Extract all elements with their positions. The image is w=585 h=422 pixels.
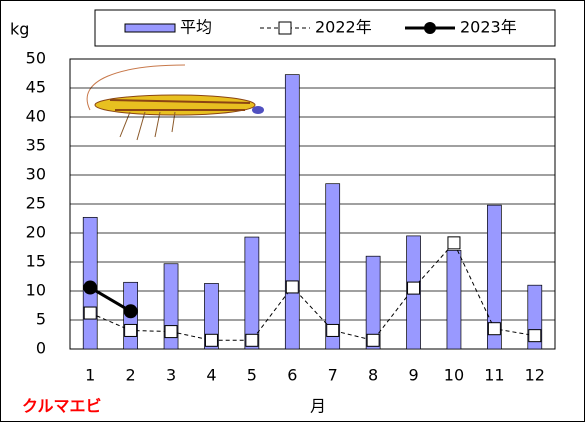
- x-tick-label: 6: [287, 366, 297, 385]
- x-tick-label: 12: [525, 366, 545, 385]
- y-tick-label: 30: [26, 165, 46, 184]
- bar: [325, 183, 341, 350]
- x-tick-label: 8: [368, 366, 378, 385]
- x-tick-label: 1: [85, 366, 95, 385]
- shrimp-illustration: [86, 64, 264, 141]
- y-tick-label: 0: [36, 339, 46, 358]
- marker: [204, 333, 218, 347]
- y-tick-label: 25: [26, 194, 46, 213]
- x-tick-label: 2: [126, 366, 136, 385]
- marker: [285, 280, 299, 294]
- x-tick-label: 3: [166, 366, 176, 385]
- x-tick-label: 10: [444, 366, 464, 385]
- marker: [447, 236, 461, 250]
- x-tick-label: 11: [484, 366, 504, 385]
- y-tick-label: 45: [26, 78, 46, 97]
- marker: [366, 333, 380, 347]
- x-tick-label: 4: [206, 366, 216, 385]
- line: [89, 286, 132, 313]
- y-unit: kg: [10, 20, 29, 39]
- bar: [446, 250, 462, 350]
- x-label: 月: [310, 397, 326, 416]
- y-tick-label: 10: [26, 281, 46, 300]
- x-tick-label: 9: [408, 366, 418, 385]
- legend-label: 2022年: [315, 18, 372, 37]
- line: [90, 241, 535, 341]
- y-tick-label: 5: [36, 310, 46, 329]
- marker: [83, 280, 98, 295]
- marker: [164, 325, 178, 339]
- marker: [124, 323, 138, 337]
- y-tick-label: 35: [26, 136, 46, 155]
- marker: [528, 329, 542, 343]
- x-tick-label: 5: [247, 366, 257, 385]
- marker: [407, 281, 421, 295]
- legend-marker: [424, 22, 436, 34]
- plot-border: [69, 58, 556, 350]
- marker: [487, 322, 501, 336]
- x-tick-label: 7: [328, 366, 338, 385]
- bar: [204, 283, 219, 350]
- legend-label: 平均: [180, 18, 212, 37]
- legend-swatch: [124, 23, 176, 33]
- legend-label: 2023年: [460, 18, 517, 37]
- bar: [244, 236, 260, 350]
- bar: [284, 74, 300, 350]
- y-tick-label: 50: [26, 49, 46, 68]
- y-tick-label: 40: [26, 107, 46, 126]
- y-tick-label: 15: [26, 252, 46, 271]
- legend-marker: [278, 21, 292, 35]
- bar: [487, 204, 502, 350]
- marker: [123, 304, 138, 319]
- marker: [326, 323, 340, 337]
- marker: [245, 333, 259, 347]
- marker: [83, 306, 97, 320]
- y-tick-label: 20: [26, 223, 46, 242]
- bar: [365, 255, 381, 350]
- annotation: クルマエビ: [22, 397, 102, 416]
